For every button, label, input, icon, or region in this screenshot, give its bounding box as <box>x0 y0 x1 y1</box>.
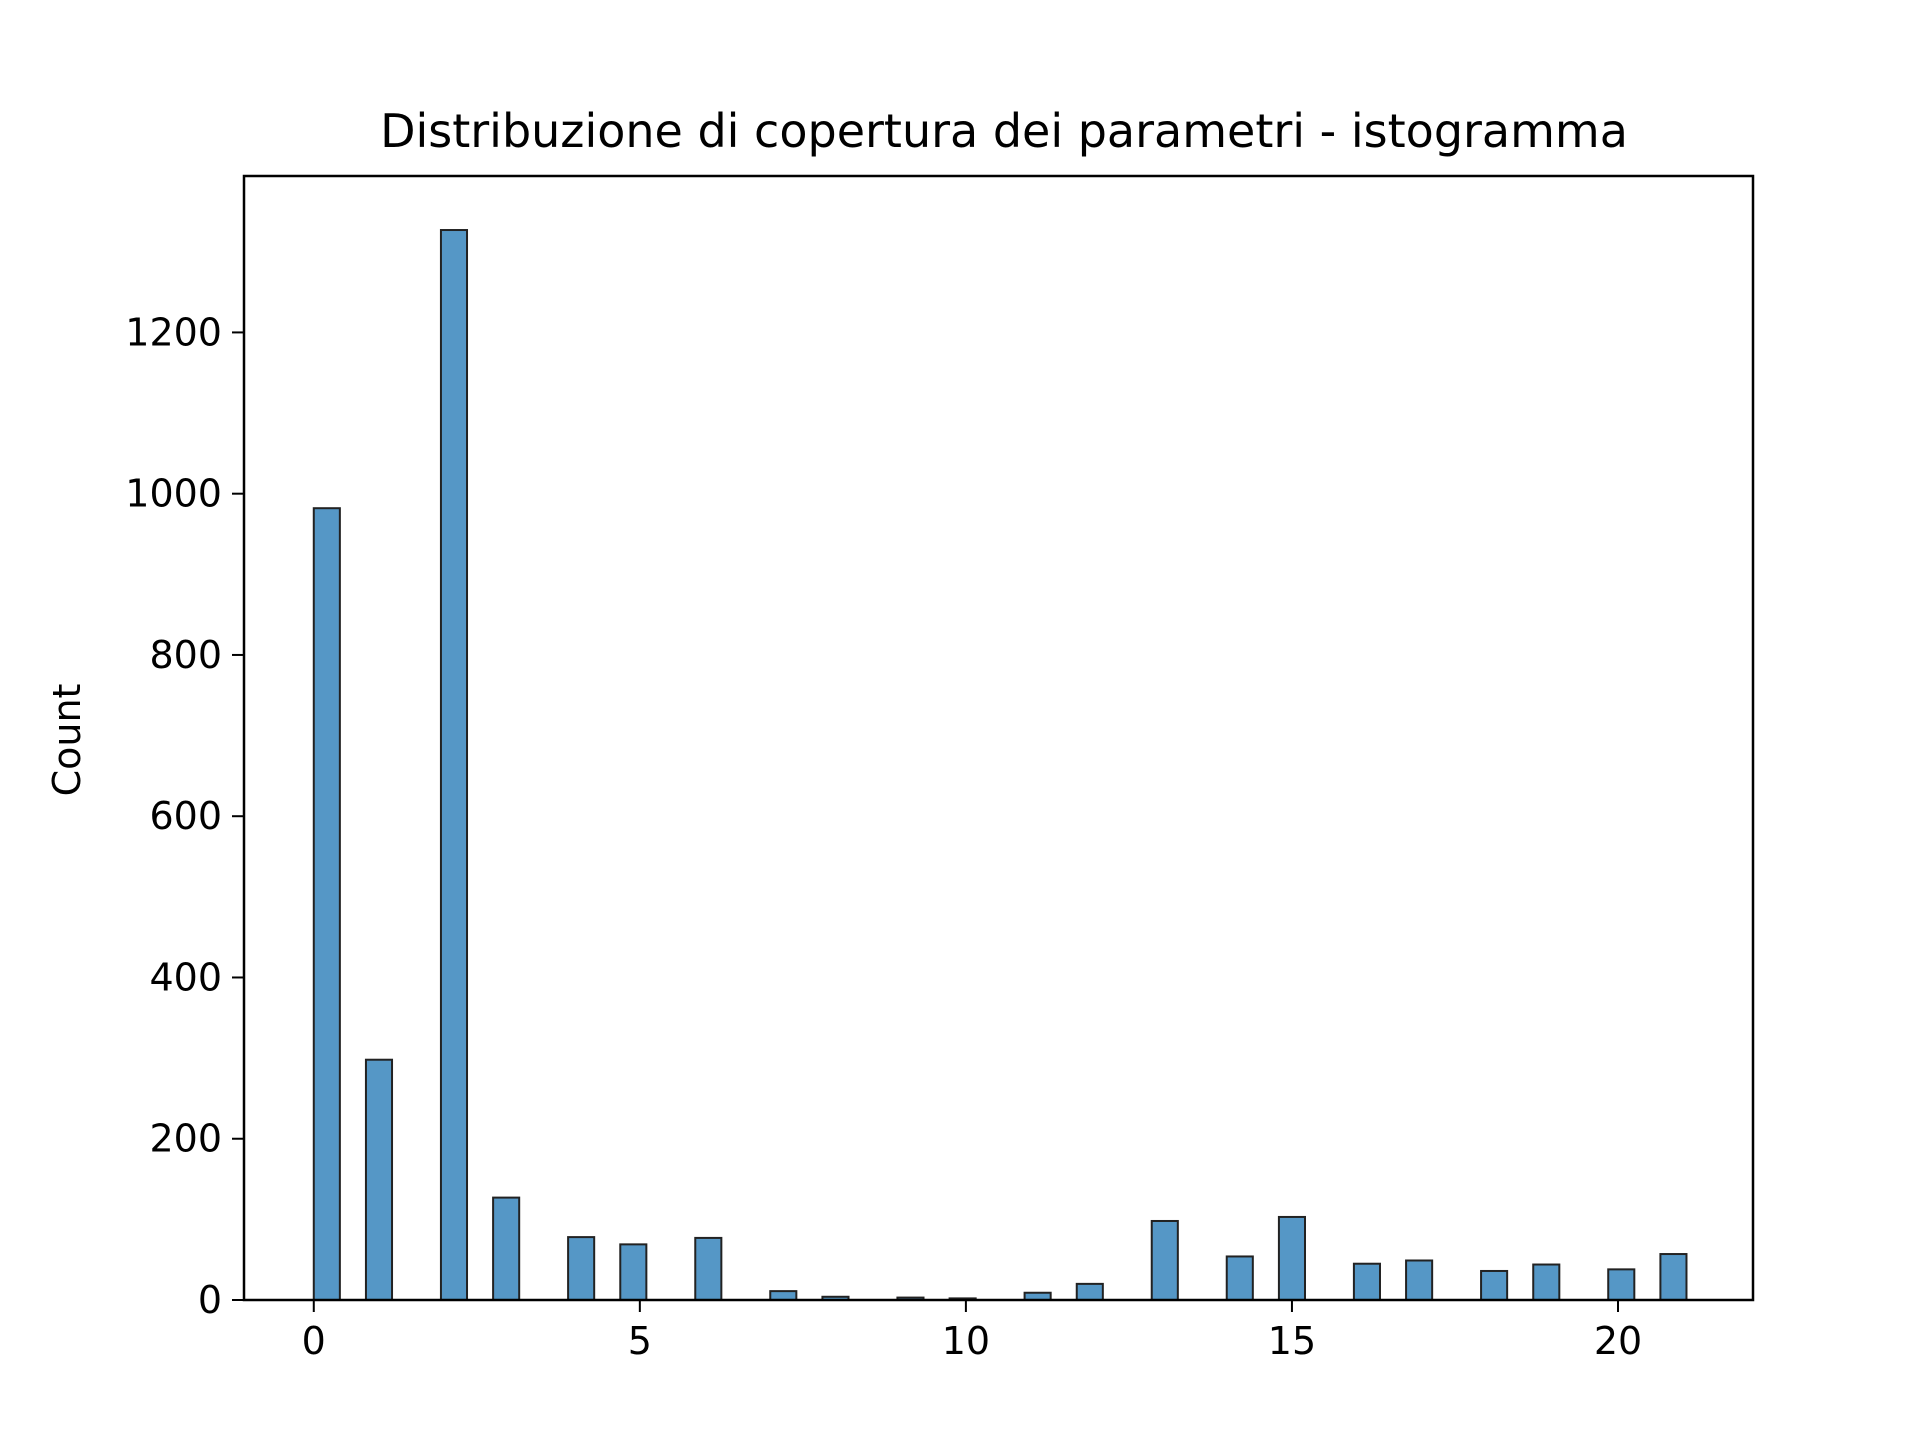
y-tick-label: 200 <box>149 1117 222 1161</box>
x-tick-label: 10 <box>942 1319 990 1363</box>
y-tick-label: 1000 <box>125 472 222 516</box>
histogram-bar <box>1075 1282 1104 1302</box>
y-tick-label: 0 <box>198 1278 222 1322</box>
x-tick-label: 15 <box>1268 1319 1316 1363</box>
y-tick-label: 1200 <box>125 310 222 354</box>
histogram-bar <box>1277 1215 1306 1302</box>
histogram-bar <box>769 1290 798 1302</box>
x-tick-label: 0 <box>302 1319 326 1363</box>
histogram-bar <box>364 1058 394 1301</box>
histogram-bar <box>619 1243 648 1301</box>
histogram-bar <box>1405 1259 1434 1302</box>
histogram-bar <box>1532 1263 1561 1301</box>
histogram-bar <box>1352 1262 1381 1302</box>
axes-frame <box>242 174 1755 1302</box>
histogram-bar <box>439 229 469 1301</box>
histogram-bar <box>567 1236 596 1301</box>
x-tick-label: 5 <box>628 1319 652 1363</box>
histogram-bar <box>694 1236 723 1302</box>
histogram-bar <box>1225 1255 1254 1301</box>
y-tick-label: 800 <box>149 633 222 677</box>
histogram-bar <box>312 507 341 1301</box>
y-axis-label: Count <box>45 684 89 797</box>
histogram-bar <box>1607 1268 1636 1301</box>
histogram-bar <box>1659 1253 1688 1301</box>
histogram-bar <box>1150 1219 1179 1301</box>
y-tick-label: 400 <box>149 955 222 999</box>
histogram-bar <box>492 1196 521 1301</box>
histogram-bar <box>1480 1269 1509 1302</box>
x-tick-label: 20 <box>1594 1319 1642 1363</box>
y-tick-label: 600 <box>149 794 222 838</box>
chart-title: Distribuzione di copertura dei parametri… <box>380 104 1628 158</box>
bars-layer <box>312 229 1688 1302</box>
